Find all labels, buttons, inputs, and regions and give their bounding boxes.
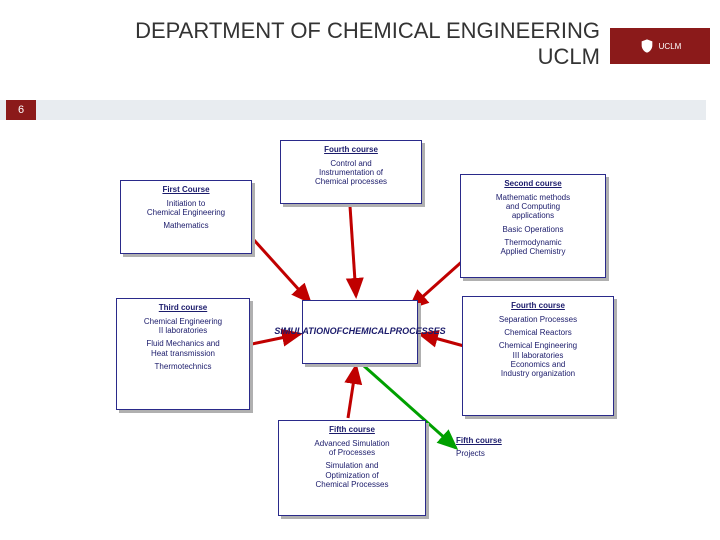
- box-fourth-course-right: Fourth course Separation Processes Chemica…: [462, 296, 614, 416]
- title-line2: UCLM: [60, 44, 600, 70]
- arrow: [410, 258, 466, 308]
- box-row: Mathematics: [163, 221, 208, 230]
- box-title: Third course: [159, 303, 207, 312]
- box-row: Advanced Simulationof Processes: [314, 439, 389, 457]
- box-fifth-course: Fifth course Advanced Simulationof Proces…: [278, 420, 426, 516]
- page-number: 6: [6, 100, 36, 120]
- box-row: Separation Processes: [499, 315, 577, 324]
- uclm-logo: UCLM: [610, 28, 710, 64]
- box-row: Thermotechnics: [155, 362, 212, 371]
- box-row: Basic Operations: [503, 225, 564, 234]
- diagram-canvas: SIMULATIONOFCHEMICALPROCESSES Fourth cou…: [0, 130, 720, 540]
- box-row: Fluid Mechanics andHeat transmission: [146, 339, 219, 357]
- box-second-course: Second course Mathematic methodsand Compu…: [460, 174, 606, 278]
- arrow: [254, 240, 310, 302]
- title-line1: DEPARTMENT OF CHEMICAL ENGINEERING: [60, 18, 600, 44]
- box-row: Chemical EngineeringII laboratories: [144, 317, 222, 335]
- logo-text: UCLM: [659, 42, 682, 51]
- center-box-simulation: SIMULATIONOFCHEMICALPROCESSES: [302, 300, 418, 364]
- arrow: [348, 366, 356, 418]
- box-title: Second course: [504, 179, 561, 188]
- box-title: Fourth course: [324, 145, 378, 154]
- fifth-course-note: Fifth course Projects: [456, 436, 502, 458]
- note-row: Projects: [456, 449, 502, 458]
- box-title: Fourth course: [511, 301, 565, 310]
- box-title: Fifth course: [329, 425, 375, 434]
- page-bar: [0, 100, 706, 120]
- box-third-course: Third course Chemical EngineeringII labor…: [116, 298, 250, 410]
- arrow: [350, 206, 356, 296]
- box-row: Initiation toChemical Engineering: [147, 199, 225, 217]
- box-row: Mathematic methodsand Computingapplicati…: [496, 193, 570, 221]
- page-title: DEPARTMENT OF CHEMICAL ENGINEERING UCLM: [60, 18, 600, 71]
- box-row: ThermodynamicApplied Chemistry: [501, 238, 566, 256]
- box-row: Control andInstrumentation ofChemical pr…: [315, 159, 387, 187]
- shield-icon: [639, 38, 655, 54]
- box-title: First Course: [162, 185, 209, 194]
- box-row: Chemical Reactors: [504, 328, 572, 337]
- box-first-course: First Course Initiation toChemical Engine…: [120, 180, 252, 254]
- box-fourth-course-top: Fourth course Control andInstrumentation …: [280, 140, 422, 204]
- box-row: Simulation andOptimization ofChemical Pr…: [316, 461, 389, 489]
- box-row: Chemical EngineeringIII laboratoriesEcon…: [499, 341, 577, 378]
- note-title: Fifth course: [456, 436, 502, 445]
